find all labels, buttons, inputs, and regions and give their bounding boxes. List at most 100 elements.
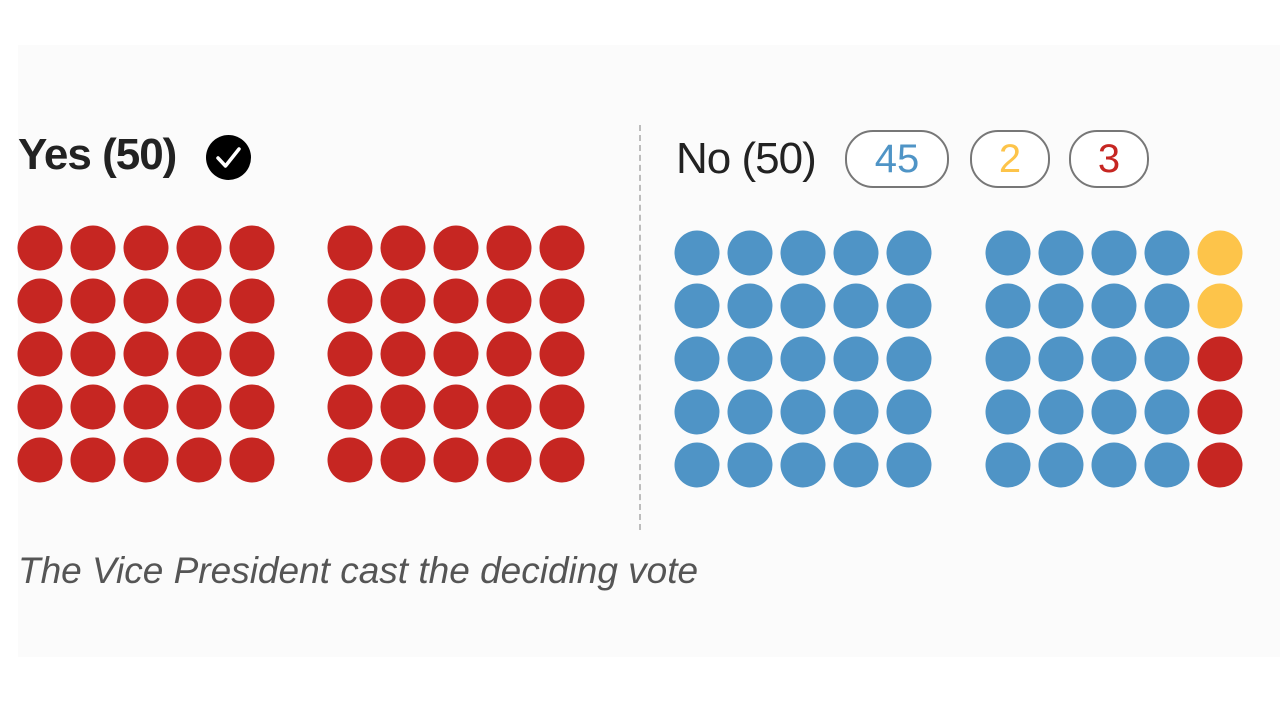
vote-dot-democrat	[727, 230, 773, 276]
vote-dot-republican	[70, 225, 116, 271]
yes-title: Yes (50)	[18, 130, 177, 179]
vote-dot-democrat	[886, 389, 932, 435]
vote-dot-democrat	[833, 336, 879, 382]
vote-dot-republican	[1197, 442, 1243, 488]
vote-dot-republican	[123, 331, 169, 377]
vote-dot-democrat	[674, 230, 720, 276]
vote-dot-republican	[229, 278, 275, 324]
vote-dot-republican	[176, 331, 222, 377]
vote-dot-democrat	[886, 442, 932, 488]
vote-dot-democrat	[1038, 389, 1084, 435]
vote-dot-republican	[123, 437, 169, 483]
independent-count-badge: 2	[970, 130, 1050, 188]
vote-dot-republican	[17, 331, 63, 377]
vote-dot-democrat	[780, 442, 826, 488]
vote-dot-republican	[486, 225, 532, 271]
vote-dot-republican	[1197, 336, 1243, 382]
vote-dot-democrat	[886, 230, 932, 276]
vote-dot-democrat	[985, 389, 1031, 435]
vote-dot-republican	[17, 437, 63, 483]
vote-dot-democrat	[1091, 389, 1137, 435]
vote-dot-independent	[1197, 283, 1243, 329]
vote-dot-democrat	[1144, 389, 1190, 435]
vote-dot-democrat	[1038, 230, 1084, 276]
vote-dot-democrat	[985, 283, 1031, 329]
vote-dot-democrat	[833, 442, 879, 488]
vote-dot-democrat	[1038, 283, 1084, 329]
vote-dot-democrat	[674, 283, 720, 329]
vote-dot-republican	[380, 225, 426, 271]
vote-dot-republican	[433, 278, 479, 324]
vote-dot-republican	[70, 384, 116, 430]
vote-dot-republican	[327, 225, 373, 271]
vote-dot-democrat	[1091, 230, 1137, 276]
vote-dot-republican	[539, 331, 585, 377]
vote-dot-republican	[229, 384, 275, 430]
vote-dot-republican	[70, 437, 116, 483]
vote-dot-republican	[486, 384, 532, 430]
vote-dot-republican	[229, 331, 275, 377]
vote-dot-republican	[17, 225, 63, 271]
vote-dot-republican	[176, 278, 222, 324]
vote-dot-democrat	[780, 283, 826, 329]
vote-dot-republican	[433, 331, 479, 377]
vote-dot-republican	[380, 384, 426, 430]
vote-dot-democrat	[1144, 283, 1190, 329]
vote-dot-democrat	[1038, 442, 1084, 488]
vote-dot-republican	[327, 331, 373, 377]
vote-dot-republican	[123, 278, 169, 324]
vote-dot-democrat	[833, 389, 879, 435]
vote-dot-republican	[486, 278, 532, 324]
caption: The Vice President cast the deciding vot…	[18, 550, 699, 591]
vote-dot-republican	[70, 331, 116, 377]
vote-dot-republican	[327, 278, 373, 324]
vote-dot-republican	[380, 437, 426, 483]
vote-dot-republican	[229, 437, 275, 483]
vote-dot-democrat	[1144, 336, 1190, 382]
no-title: No (50)	[676, 134, 817, 183]
democrat-count-badge: 45	[845, 130, 949, 188]
vote-dot-republican	[539, 225, 585, 271]
divider	[639, 125, 641, 530]
vote-dot-republican	[1197, 389, 1243, 435]
vote-dot-democrat	[1091, 283, 1137, 329]
vote-dot-democrat	[1038, 336, 1084, 382]
vote-dot-democrat	[985, 230, 1031, 276]
vote-dot-republican	[380, 278, 426, 324]
vote-dot-democrat	[727, 442, 773, 488]
vote-dot-democrat	[985, 336, 1031, 382]
vote-dot-republican	[539, 384, 585, 430]
vote-dot-democrat	[674, 336, 720, 382]
vote-dot-democrat	[833, 283, 879, 329]
vote-dot-democrat	[886, 283, 932, 329]
vote-dot-republican	[17, 278, 63, 324]
vote-dot-republican	[327, 437, 373, 483]
vote-dot-republican	[229, 225, 275, 271]
vote-dot-republican	[539, 437, 585, 483]
vote-dot-independent	[1197, 230, 1243, 276]
vote-dot-republican	[380, 331, 426, 377]
vote-dot-democrat	[674, 442, 720, 488]
vote-dot-republican	[486, 331, 532, 377]
vote-dot-republican	[123, 225, 169, 271]
vote-dot-republican	[17, 384, 63, 430]
vote-dot-democrat	[780, 389, 826, 435]
vote-dot-republican	[176, 384, 222, 430]
vote-dot-democrat	[1144, 230, 1190, 276]
vote-dot-democrat	[833, 230, 879, 276]
vote-dot-democrat	[985, 442, 1031, 488]
vote-dot-democrat	[780, 336, 826, 382]
republican-count-badge: 3	[1069, 130, 1149, 188]
vote-dot-republican	[433, 225, 479, 271]
vote-dot-republican	[176, 437, 222, 483]
vote-dot-republican	[176, 225, 222, 271]
vote-dot-republican	[486, 437, 532, 483]
vote-dot-democrat	[1144, 442, 1190, 488]
vote-dot-democrat	[727, 336, 773, 382]
vote-dot-democrat	[727, 389, 773, 435]
vote-dot-republican	[70, 278, 116, 324]
vote-dot-republican	[123, 384, 169, 430]
vote-dot-democrat	[1091, 336, 1137, 382]
vote-dot-republican	[433, 384, 479, 430]
